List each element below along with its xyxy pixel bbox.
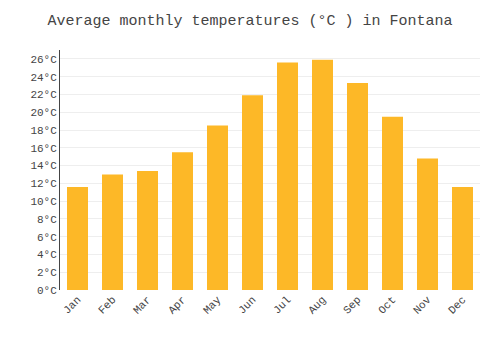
svg-text:Nov: Nov bbox=[411, 294, 434, 317]
svg-text:6°C: 6°C bbox=[37, 232, 57, 244]
svg-text:Average monthly temperatures (: Average monthly temperatures (°C ) in Fo… bbox=[47, 13, 452, 30]
svg-text:Jul: Jul bbox=[271, 294, 293, 316]
svg-text:8°C: 8°C bbox=[37, 214, 57, 226]
svg-text:Feb: Feb bbox=[96, 294, 118, 316]
svg-text:Oct: Oct bbox=[376, 294, 398, 316]
svg-text:20°C: 20°C bbox=[30, 107, 57, 119]
svg-text:22°C: 22°C bbox=[30, 89, 57, 101]
svg-text:12°C: 12°C bbox=[30, 178, 57, 190]
svg-text:Jun: Jun bbox=[236, 294, 258, 316]
svg-text:24°C: 24°C bbox=[30, 72, 57, 84]
svg-text:18°C: 18°C bbox=[30, 125, 57, 137]
svg-text:Apr: Apr bbox=[166, 294, 188, 316]
svg-text:14°C: 14°C bbox=[30, 160, 57, 172]
svg-text:0°C: 0°C bbox=[37, 285, 57, 297]
svg-text:Jan: Jan bbox=[61, 294, 83, 316]
svg-text:10°C: 10°C bbox=[30, 196, 57, 208]
svg-text:Sep: Sep bbox=[341, 294, 363, 316]
svg-text:2°C: 2°C bbox=[37, 267, 57, 279]
svg-text:16°C: 16°C bbox=[30, 143, 57, 155]
svg-text:Dec: Dec bbox=[446, 294, 468, 316]
svg-text:26°C: 26°C bbox=[30, 54, 57, 66]
svg-text:May: May bbox=[201, 294, 224, 317]
svg-text:Mar: Mar bbox=[131, 294, 153, 316]
svg-text:Aug: Aug bbox=[306, 294, 328, 316]
svg-text:4°C: 4°C bbox=[37, 249, 57, 261]
